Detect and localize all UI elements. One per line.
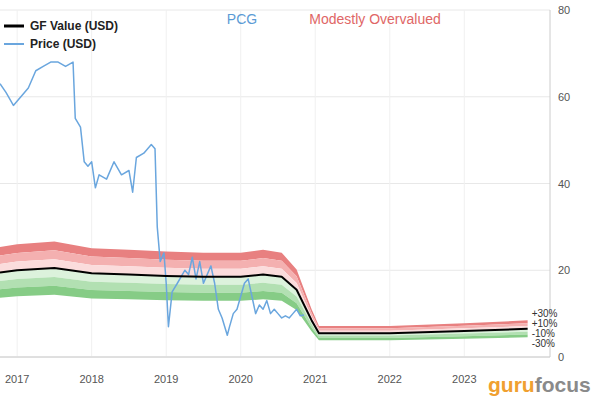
chart-root: +30%+10%-10%-30%020406080201720182019202… bbox=[0, 0, 600, 420]
plot-area bbox=[0, 62, 528, 340]
x-grid-line bbox=[315, 10, 316, 357]
x-tick-label: 2021 bbox=[303, 373, 327, 385]
legend-label: GF Value (USD) bbox=[30, 19, 118, 33]
series-line bbox=[0, 62, 304, 335]
valuation-band bbox=[0, 268, 528, 335]
series-line bbox=[0, 268, 528, 333]
y-tick-label: 60 bbox=[558, 91, 570, 103]
y-tick-label: 40 bbox=[558, 178, 570, 190]
x-tick-label: 2020 bbox=[228, 373, 252, 385]
x-tick-label: 2023 bbox=[452, 373, 476, 385]
x-grid-line bbox=[17, 10, 18, 357]
x-grid-line bbox=[166, 10, 167, 357]
legend-swatch bbox=[4, 25, 24, 28]
y-axis-line bbox=[550, 10, 551, 357]
legend-swatch bbox=[4, 43, 24, 45]
watermark-part: focus bbox=[535, 373, 591, 396]
y-grid-line bbox=[0, 357, 550, 358]
x-grid-line bbox=[389, 10, 390, 357]
x-tick-label: 2018 bbox=[79, 373, 103, 385]
x-axis-line bbox=[0, 357, 550, 358]
y-grid-line bbox=[0, 96, 550, 97]
watermark-part: guru bbox=[488, 373, 535, 396]
valuation-label: Modestly Overvalued bbox=[309, 11, 441, 27]
y-tick-label: 20 bbox=[558, 264, 570, 276]
chart: +30%+10%-10%-30%020406080201720182019202… bbox=[0, 0, 600, 420]
legend-label: Price (USD) bbox=[30, 37, 96, 51]
x-grid-line bbox=[464, 10, 465, 357]
y-tick-label: 0 bbox=[558, 351, 564, 363]
x-grid-line bbox=[91, 10, 92, 357]
x-grid-line bbox=[240, 10, 241, 357]
x-tick-label: 2019 bbox=[154, 373, 178, 385]
x-tick-label: 2022 bbox=[378, 373, 402, 385]
y-grid-line bbox=[0, 183, 550, 184]
watermark: gurufocus bbox=[488, 373, 591, 396]
x-tick-label: 2017 bbox=[5, 373, 29, 385]
band-label: -30% bbox=[532, 338, 555, 349]
title: PCG bbox=[227, 11, 257, 27]
y-tick-label: 80 bbox=[558, 4, 570, 16]
y-grid-line bbox=[0, 10, 550, 11]
